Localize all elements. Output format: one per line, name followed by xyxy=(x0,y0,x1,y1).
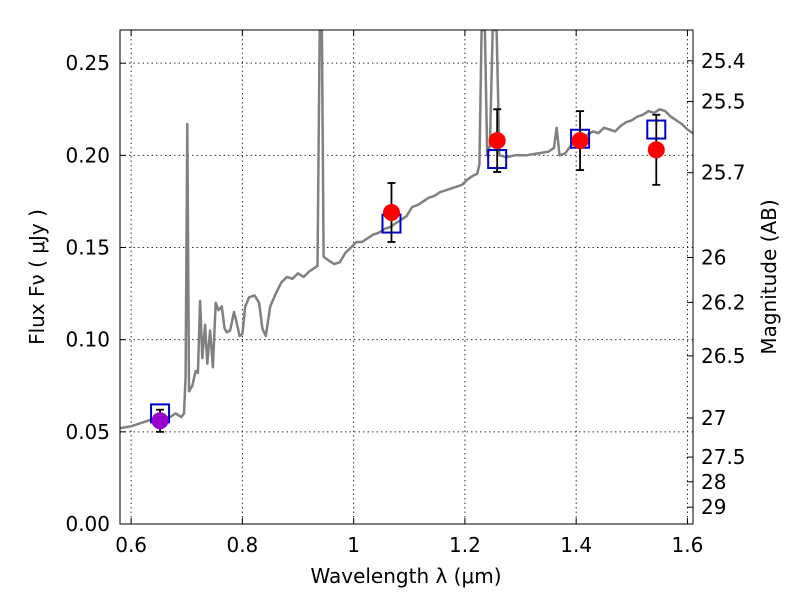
observed-point-marker xyxy=(382,203,400,221)
grid-lines xyxy=(120,30,693,525)
y-tick-label: 0.20 xyxy=(65,143,110,167)
x-tick-label: 1.4 xyxy=(560,533,592,557)
x-tick-label: 1.2 xyxy=(449,533,481,557)
magnitude-tick-label: 25.4 xyxy=(701,49,746,73)
y-tick-label: 0.10 xyxy=(65,328,110,352)
magnitude-tick-label: 27.5 xyxy=(701,445,746,469)
y-tick-label: 0.15 xyxy=(65,236,110,260)
magnitude-tick-label: 26.2 xyxy=(701,290,746,314)
magnitude-axis-label: Magnitude (AB) xyxy=(757,199,781,354)
plot-frame xyxy=(119,29,694,525)
magnitude-tick-label: 28 xyxy=(701,470,726,494)
x-axis-ticks: 0.6 0.8 1 1.2 1.4 1.6 xyxy=(115,30,703,557)
observed-point-error-bars xyxy=(156,108,661,433)
magnitude-tick-label: 27 xyxy=(701,406,726,430)
y-axis-label: Flux Fν ( μJy ) xyxy=(25,209,49,345)
y-tick-label: 0.05 xyxy=(65,420,110,444)
observed-point-markers xyxy=(151,132,665,430)
observed-point-marker xyxy=(571,132,589,150)
y-tick-label: 0.25 xyxy=(65,51,110,75)
observed-point-marker xyxy=(488,132,506,150)
magnitude-tick-label: 26 xyxy=(701,245,726,269)
magnitude-tick-label: 25.5 xyxy=(701,90,746,114)
x-tick-label: 0.8 xyxy=(226,533,258,557)
observed-point-marker xyxy=(647,141,665,159)
x-axis-label: Wavelength λ (μm) xyxy=(310,564,501,588)
y-tick-label: 0.00 xyxy=(65,512,110,536)
x-tick-label: 0.6 xyxy=(115,533,147,557)
magnitude-tick-label: 29 xyxy=(701,495,726,519)
magnitude-tick-label: 25.7 xyxy=(701,161,746,185)
plot-area xyxy=(120,30,693,433)
observed-point-marker xyxy=(151,412,169,430)
x-tick-label: 1.6 xyxy=(672,533,704,557)
model-point-markers xyxy=(150,119,667,424)
x-tick-label: 1 xyxy=(347,533,360,557)
magnitude-tick-label: 26.5 xyxy=(701,344,746,368)
y-axis-ticks: 0.00 0.05 0.10 0.15 0.20 0.25 xyxy=(65,51,126,536)
spectrum-line xyxy=(120,30,693,430)
